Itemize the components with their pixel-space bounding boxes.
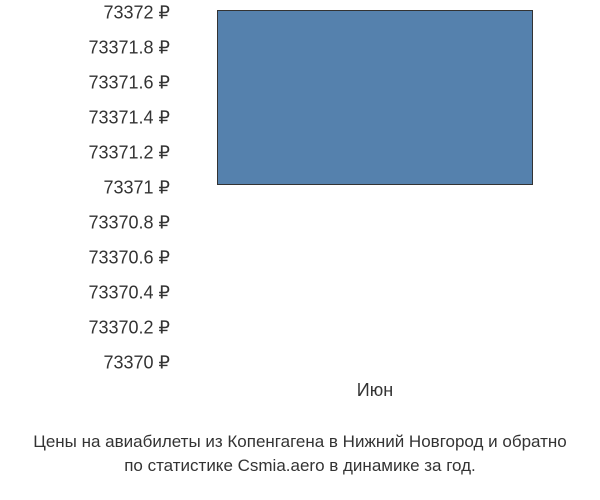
y-tick-label: 73370.4 ₽ (88, 283, 170, 304)
caption-line-2: по статистике Csmia.aero в динамике за г… (0, 454, 600, 478)
y-tick-label: 73371.2 ₽ (88, 143, 170, 164)
y-tick-label: 73371 ₽ (103, 178, 170, 199)
y-axis: 73372 ₽ 73371.8 ₽ 73371.6 ₽ 73371.4 ₽ 73… (0, 4, 180, 364)
plot-area (190, 10, 560, 360)
y-tick-label: 73372 ₽ (103, 3, 170, 24)
y-tick-label: 73371.6 ₽ (88, 73, 170, 94)
y-tick-label: 73370.8 ₽ (88, 213, 170, 234)
y-tick-label: 73371.8 ₽ (88, 38, 170, 59)
chart-caption: Цены на авиабилеты из Копенгагена в Нижн… (0, 430, 600, 478)
y-tick-label: 73370.2 ₽ (88, 318, 170, 339)
x-axis-label: Июн (357, 380, 393, 401)
y-tick-label: 73371.4 ₽ (88, 108, 170, 129)
caption-line-1: Цены на авиабилеты из Копенгагена в Нижн… (0, 430, 600, 454)
y-tick-label: 73370.6 ₽ (88, 248, 170, 269)
bar-jun (217, 10, 533, 185)
chart-container: 73372 ₽ 73371.8 ₽ 73371.6 ₽ 73371.4 ₽ 73… (0, 0, 600, 500)
y-tick-label: 73370 ₽ (103, 353, 170, 374)
